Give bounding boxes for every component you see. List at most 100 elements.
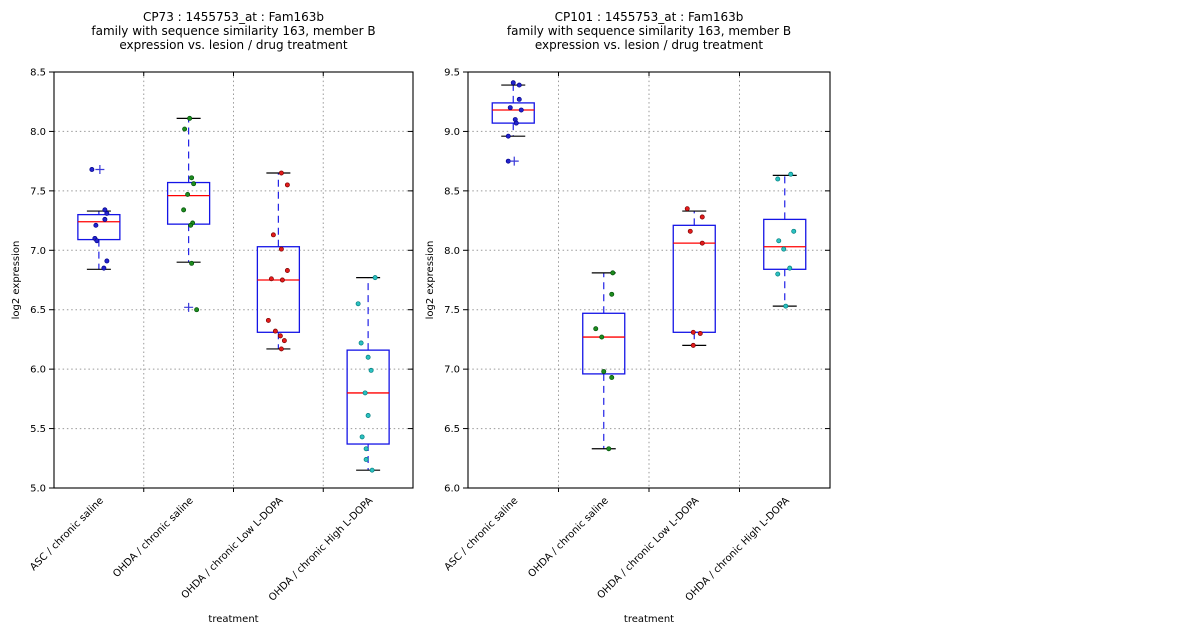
data-point [505,133,511,139]
data-point [268,276,274,282]
data-point [687,228,693,234]
data-point [775,271,781,277]
data-point [182,126,188,132]
y-tick-label: 6.0 [30,365,46,376]
y-tick-label: 6.5 [444,424,460,435]
y-axis-label: log2 expression [425,241,436,320]
data-point [505,158,511,164]
data-point [101,265,107,271]
iqr-box [256,246,301,333]
data-point [181,207,187,213]
data-point [699,240,705,246]
data-point [272,328,278,334]
data-point [601,369,607,374]
y-tick-label: 7.0 [30,246,46,257]
data-point [278,346,284,352]
data-point [270,232,276,238]
box-group-4 [346,275,390,473]
iqr-box [763,218,807,270]
y-axis-label: log2 expression [11,241,22,320]
x-axis-label: treatment [208,614,258,625]
data-point [593,326,599,332]
data-point [781,246,787,252]
box-group-4 [763,171,807,309]
data-point [599,334,605,340]
box-group-3 [256,170,301,352]
data-point [188,222,194,228]
y-tick-label: 8.5 [444,186,460,197]
data-point [189,175,195,181]
outlier-plus-marker [95,164,105,174]
data-point [363,457,369,462]
data-point [516,82,522,88]
data-point [189,260,195,266]
data-point [94,238,100,244]
y-tick-label: 6.0 [444,484,460,495]
data-point [699,214,705,220]
outlier-plus-marker [184,302,194,312]
data-point [284,182,290,188]
iqr-box [346,349,390,445]
data-point [359,434,365,440]
y-tick-label: 5.0 [30,484,46,495]
box-group-3 [672,206,716,348]
data-point [609,375,615,380]
plot-title-line-3: expression vs. lesion / drug treatment [535,38,764,52]
data-point [791,228,797,234]
data-point [185,191,191,197]
iqr-box [491,102,535,124]
plot-title-line-2: family with sequence similarity 163, mem… [91,24,375,38]
data-point [281,338,287,344]
data-point [191,181,197,187]
data-point [358,340,364,346]
plot-title-line-1: CP73 : 1455753_at : Fam163b [143,10,324,24]
data-point [89,167,95,172]
data-point [697,331,703,336]
y-tick-label: 8.0 [30,127,46,138]
y-tick-label: 8.0 [444,246,460,257]
data-point [278,170,284,176]
data-point [775,176,781,182]
y-tick-label: 8.5 [30,68,46,79]
box-group-1 [77,164,121,271]
data-point [783,303,789,309]
data-point [369,467,375,473]
data-point [690,342,696,348]
data-point [788,171,794,177]
plot-title-line-2: family with sequence similarity 163, mem… [507,24,791,38]
y-tick-label: 9.5 [444,68,460,79]
data-point [363,446,369,452]
data-point [265,317,271,323]
y-tick-label: 7.5 [444,305,460,316]
data-point [507,105,513,111]
x-axis-label: treatment [624,614,674,625]
y-tick-label: 7.0 [444,365,460,376]
plot-title-line-1: CP101 : 1455753_at : Fam163b [555,10,744,24]
data-point [365,354,371,360]
y-tick-label: 5.5 [30,424,46,435]
data-point [513,120,519,126]
data-point [194,307,200,313]
axes-frame [467,71,831,489]
data-point [355,301,361,307]
data-point [102,216,108,222]
axes-frame [53,71,414,489]
plot-title-line-3: expression vs. lesion / drug treatment [119,38,348,52]
data-point [104,210,110,216]
data-point [102,207,108,213]
data-point [104,258,110,264]
y-tick-label: 7.5 [30,186,46,197]
data-point [278,246,284,252]
data-point [516,96,522,102]
y-tick-label: 6.5 [30,305,46,316]
data-point [372,275,378,281]
data-point [518,107,524,113]
data-point [365,413,371,418]
box-group-2 [582,270,626,452]
data-point [368,367,374,373]
box-group-2 [166,115,211,313]
